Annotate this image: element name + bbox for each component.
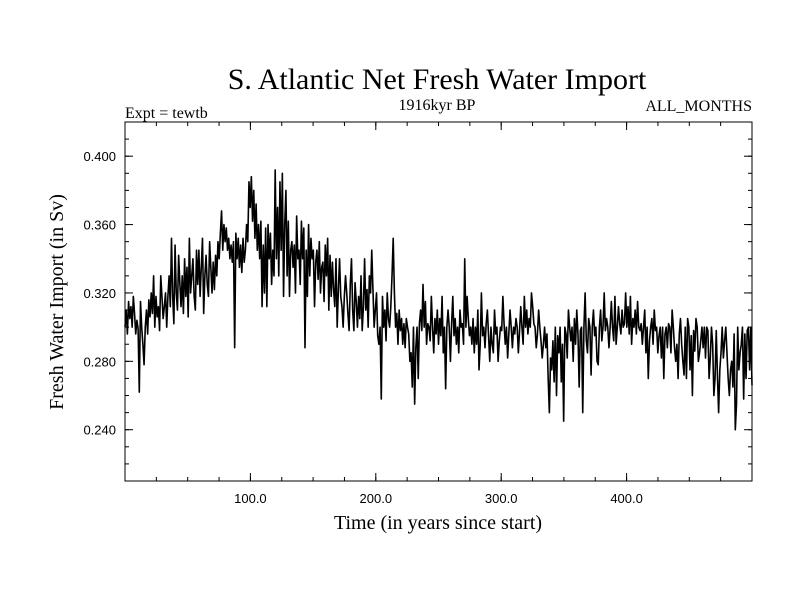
experiment-label: Expt = tewtb bbox=[125, 105, 208, 122]
y-minor-ticks bbox=[125, 121, 752, 465]
x-axis: 100.0 200.0 300.0 400.0 bbox=[234, 122, 643, 506]
x-minor-ticks bbox=[155, 122, 722, 481]
x-tick-label: 100.0 bbox=[234, 491, 267, 506]
y-axis-label: Fresh Water Import (in Sv) bbox=[46, 194, 68, 410]
y-tick-label: 0.400 bbox=[83, 149, 116, 164]
plot-frame bbox=[124, 121, 753, 482]
months-label: ALL_MONTHS bbox=[645, 98, 752, 115]
period-label: 1916kyr BP bbox=[399, 97, 476, 114]
x-tick-label: 400.0 bbox=[610, 491, 643, 506]
y-tick-label: 0.280 bbox=[83, 354, 116, 369]
y-axis: 0.240 0.280 0.320 0.360 0.400 bbox=[83, 149, 752, 438]
fresh-water-import-line bbox=[124, 169, 753, 431]
chart-title: S. Atlantic Net Fresh Water Import bbox=[228, 63, 647, 96]
y-tick-label: 0.240 bbox=[83, 423, 116, 438]
y-tick-label: 0.320 bbox=[83, 286, 116, 301]
x-tick-label: 200.0 bbox=[360, 491, 393, 506]
y-tick-label: 0.360 bbox=[83, 218, 116, 233]
x-tick-label: 300.0 bbox=[485, 491, 518, 506]
x-axis-label: Time (in years since start) bbox=[334, 512, 542, 534]
